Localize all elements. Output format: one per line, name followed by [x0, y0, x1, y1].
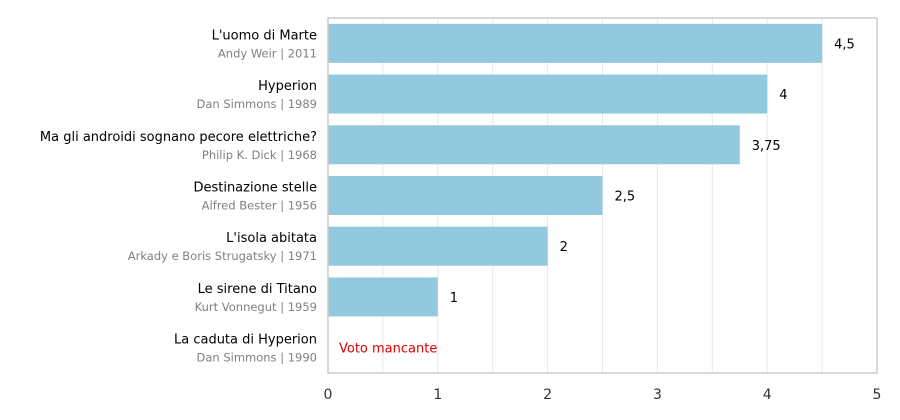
rating-bar: [328, 277, 438, 317]
rating-bar: [328, 176, 603, 215]
rating-value-label: 2,5: [615, 190, 636, 205]
value-labels: 4,5 4 3,75 2,5 2 1 Voto mancante: [339, 37, 855, 356]
rating-value-label: 4,5: [834, 37, 855, 52]
rating-bar: [328, 23, 823, 63]
book-title-label: La caduta di Hyperion: [174, 333, 317, 348]
rating-bar: [328, 226, 548, 266]
book-title-label: Le sirene di Titano: [198, 282, 317, 297]
bars: [328, 23, 823, 317]
plot-frame: [327, 17, 878, 374]
book-title-label: Hyperion: [258, 79, 317, 94]
rating-value-label: 1: [450, 291, 458, 306]
x-axis-ticks: 0 1 2 3 4 5: [324, 387, 882, 403]
x-tick-label: 5: [873, 387, 882, 403]
book-author-year-label: Alfred Bester | 1956: [202, 199, 317, 213]
missing-rating-label: Voto mancante: [339, 342, 437, 357]
rating-bar: [328, 74, 768, 114]
x-tick-label: 2: [543, 387, 552, 403]
book-author-year-label: Dan Simmons | 1990: [196, 351, 317, 365]
book-title-label: Destinazione stelle: [193, 181, 317, 196]
x-tick-label: 3: [653, 387, 662, 403]
rating-value-label: 3,75: [752, 139, 781, 154]
x-tick-label: 0: [324, 387, 333, 403]
x-tick-label: 4: [763, 387, 772, 403]
book-author-year-label: Philip K. Dick | 1968: [202, 148, 317, 162]
book-author-year-label: Dan Simmons | 1989: [196, 97, 317, 111]
rating-value-label: 2: [560, 240, 568, 255]
book-title-label: L'uomo di Marte: [212, 28, 317, 43]
category-labels: L'uomo di Marte Andy Weir | 2011 Hyperion D…: [40, 28, 317, 364]
book-title-label: Ma gli androidi sognano pecore elettrich…: [40, 130, 317, 145]
x-tick-label: 1: [433, 387, 442, 403]
rating-value-label: 4: [779, 88, 787, 103]
book-title-label: L'isola abitata: [226, 231, 317, 246]
rating-bar: [328, 125, 740, 165]
book-author-year-label: Arkady e Boris Strugatsky | 1971: [128, 249, 317, 263]
book-author-year-label: Kurt Vonnegut | 1959: [195, 300, 317, 314]
book-author-year-label: Andy Weir | 2011: [218, 46, 317, 60]
